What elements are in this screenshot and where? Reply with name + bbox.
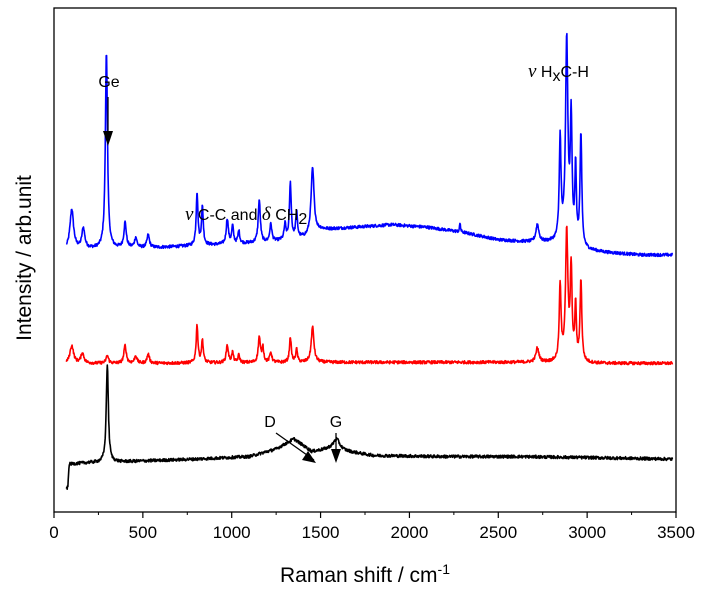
x-tick-label-1500: 1500: [302, 523, 340, 542]
x-tick-label-3500: 3500: [657, 523, 695, 542]
annotation-d-label: D: [264, 414, 276, 431]
series-line-1: [65, 32, 674, 258]
annotation-ge-label: Ge: [98, 74, 119, 91]
x-tick-label-1000: 1000: [213, 523, 251, 542]
series-line-3: [65, 364, 674, 490]
annotation-g-arrowhead: [331, 449, 341, 463]
x-axis-title: Raman shift / cm-1: [280, 561, 450, 587]
plot-frame: [53, 7, 677, 513]
annotation-cc-ch2: ν C-C and δ CH2: [185, 204, 307, 228]
x-tick-label-2000: 2000: [391, 523, 429, 542]
annotation-d: D: [264, 414, 316, 463]
x-tick-label-0: 0: [49, 523, 58, 542]
y-axis-title: Intensity / arb.unit: [13, 175, 36, 341]
series-line-2: [65, 225, 674, 366]
annotation-ge-arrowhead: [103, 131, 113, 146]
annotation-g-label: G: [330, 414, 342, 431]
x-axis-title-superscript: -1: [438, 561, 451, 577]
annotation-d-arrowhead: [302, 451, 316, 463]
x-tick-label-500: 500: [129, 523, 157, 542]
x-tick-label-2500: 2500: [479, 523, 517, 542]
annotation-g: G: [330, 414, 342, 463]
series-lines: [65, 32, 674, 490]
annotation-ge: Ge: [98, 74, 120, 146]
x-axis-ticks: 0 500 1000 1500 2000 2500 3000 3500: [49, 512, 695, 542]
annotation-hxc-h: ν HxC-H: [528, 61, 589, 85]
x-tick-label-3000: 3000: [568, 523, 606, 542]
